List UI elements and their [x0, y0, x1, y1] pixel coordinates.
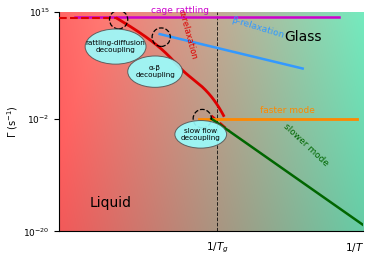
- Ellipse shape: [175, 121, 226, 148]
- Text: faster mode: faster mode: [260, 106, 315, 115]
- Text: $1/T$: $1/T$: [345, 241, 364, 254]
- Text: β-relaxation: β-relaxation: [230, 16, 285, 41]
- Text: slow flow
decoupling: slow flow decoupling: [181, 128, 221, 141]
- Text: Glass: Glass: [284, 30, 322, 44]
- Text: cage rattling: cage rattling: [151, 6, 209, 15]
- Text: α-relaxation: α-relaxation: [176, 10, 198, 61]
- Text: slower mode: slower mode: [281, 121, 330, 168]
- Text: α-β
decoupling: α-β decoupling: [135, 65, 175, 79]
- Ellipse shape: [128, 56, 182, 87]
- Text: Liquid: Liquid: [90, 196, 132, 210]
- Ellipse shape: [85, 29, 146, 64]
- Y-axis label: $\Gamma$ (s$^{-1}$): $\Gamma$ (s$^{-1}$): [6, 105, 20, 138]
- Text: rattling-diffusion
decoupling: rattling-diffusion decoupling: [86, 40, 145, 53]
- Text: $1/T_g$: $1/T_g$: [206, 241, 229, 255]
